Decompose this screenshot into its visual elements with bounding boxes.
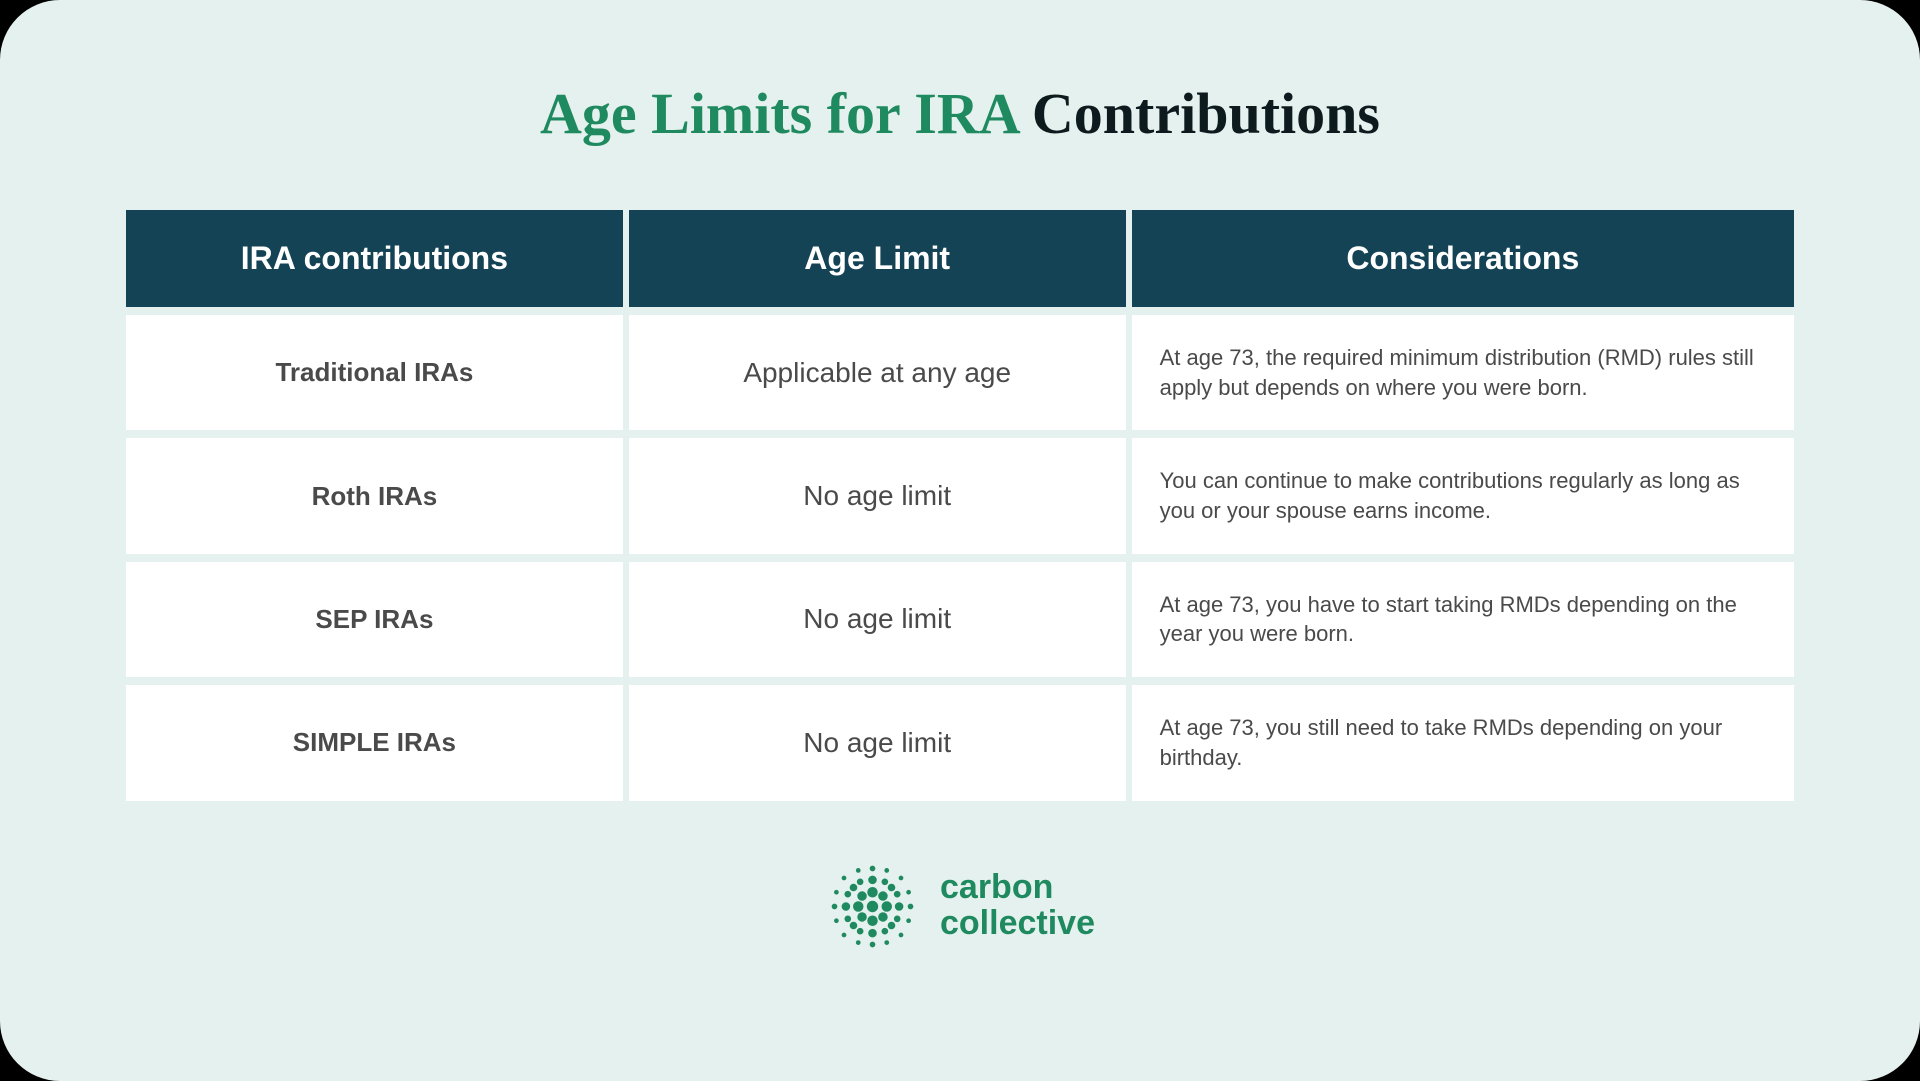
cell-ira-name: Traditional IRAs	[126, 315, 623, 430]
cell-ira-name: Roth IRAs	[126, 438, 623, 553]
cell-notes: At age 73, you still need to take RMDs d…	[1132, 685, 1794, 800]
cell-notes: At age 73, you have to start taking RMDs…	[1132, 562, 1794, 677]
brand-logo-icon	[825, 859, 920, 954]
cell-notes: At age 73, the required minimum distribu…	[1132, 315, 1794, 430]
cell-notes: You can continue to make contributions r…	[1132, 438, 1794, 553]
col-header-ira: IRA contributions	[126, 210, 623, 307]
cell-age-limit: No age limit	[629, 685, 1126, 800]
title-part-1: Age Limits for IRA	[540, 81, 1017, 146]
brand-footer: carbon collective	[825, 859, 1095, 954]
cell-age-limit: Applicable at any age	[629, 315, 1126, 430]
col-header-age: Age Limit	[629, 210, 1126, 307]
cell-age-limit: No age limit	[629, 438, 1126, 553]
table-row: SEP IRAs No age limit At age 73, you hav…	[126, 562, 1794, 677]
infographic-card: Age Limits for IRA Contributions IRA con…	[0, 0, 1920, 1081]
cell-ira-name: SIMPLE IRAs	[126, 685, 623, 800]
table-row: Traditional IRAs Applicable at any age A…	[126, 315, 1794, 430]
page-title: Age Limits for IRA Contributions	[540, 80, 1380, 147]
cell-ira-name: SEP IRAs	[126, 562, 623, 677]
brand-name: carbon collective	[940, 870, 1095, 941]
cell-age-limit: No age limit	[629, 562, 1126, 677]
ira-table: IRA contributions Age Limit Consideratio…	[120, 202, 1800, 809]
table-header-row: IRA contributions Age Limit Consideratio…	[126, 210, 1794, 307]
brand-line-2: collective	[940, 906, 1095, 942]
table-row: SIMPLE IRAs No age limit At age 73, you …	[126, 685, 1794, 800]
title-part-2: Contributions	[1017, 81, 1380, 146]
table-row: Roth IRAs No age limit You can continue …	[126, 438, 1794, 553]
brand-line-1: carbon	[940, 870, 1095, 906]
col-header-notes: Considerations	[1132, 210, 1794, 307]
